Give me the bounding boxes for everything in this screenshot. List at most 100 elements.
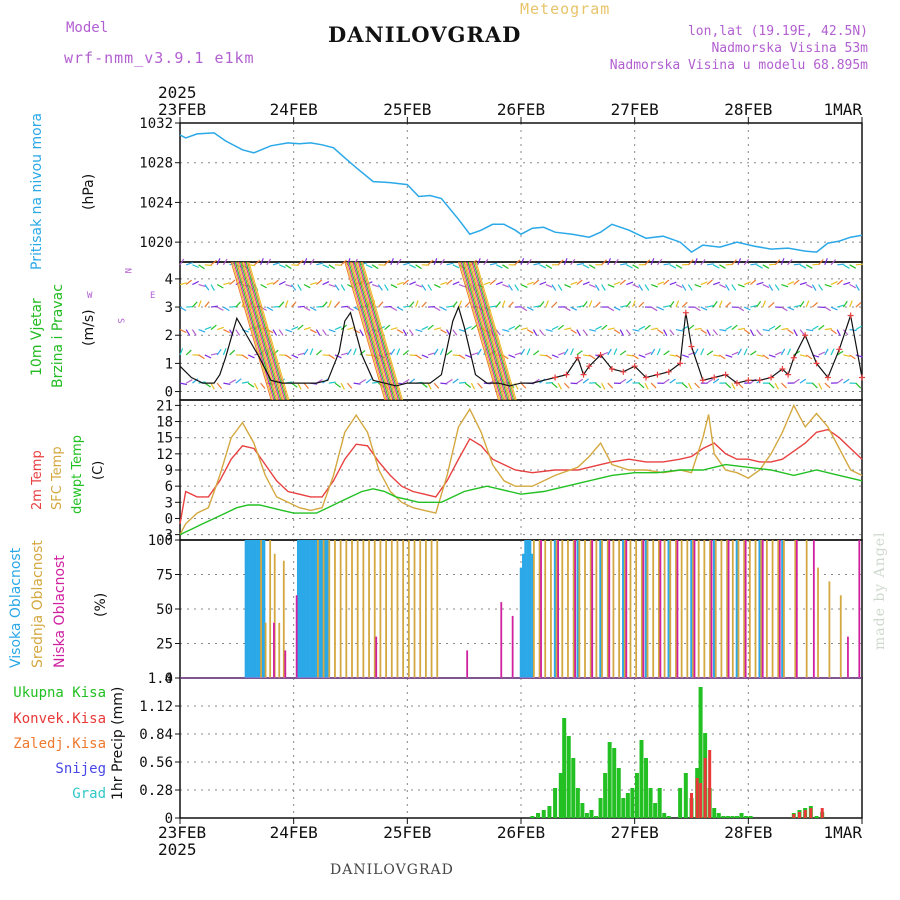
wind-arrow — [824, 258, 828, 266]
wind-arrow — [198, 300, 202, 308]
wind-gust-marker — [785, 371, 792, 378]
wind-arrow — [284, 300, 289, 308]
wind-arrow — [222, 258, 228, 266]
wind-arrow — [824, 348, 829, 356]
wind-arrow — [843, 378, 850, 384]
wind-arrow — [818, 284, 823, 291]
wind-arrow — [384, 324, 391, 331]
wind-arrow — [377, 301, 384, 308]
precip-bar-0 — [558, 773, 563, 818]
precip-bar-0 — [634, 773, 639, 818]
wind-arrow — [849, 354, 856, 360]
wind-arrow — [359, 329, 364, 336]
wind-arrow — [737, 306, 745, 312]
wind-gust-marker — [654, 371, 661, 378]
wind-arrow — [855, 284, 860, 291]
wind-arrow — [446, 305, 454, 308]
bottom-xtick-label: 26FEB — [497, 823, 545, 842]
wind-arrow — [625, 329, 632, 336]
wind-arrow — [446, 378, 453, 384]
precip-bar-0 — [562, 718, 567, 818]
wind-arrow — [539, 329, 545, 336]
wind-arrow — [607, 348, 612, 356]
wind-arrow — [663, 378, 670, 384]
wind-arrow — [563, 348, 569, 356]
wind-arrow — [824, 306, 832, 312]
wind-arrow — [687, 284, 693, 291]
precip-bar-0 — [630, 788, 635, 818]
wind-arrow — [526, 258, 532, 266]
bottom-xtick-label: 25FEB — [383, 823, 431, 842]
wind-arrow — [595, 325, 602, 331]
wind-arrow — [539, 264, 547, 269]
precip-bar-0 — [666, 816, 671, 818]
wind-arrow — [793, 329, 798, 337]
wind-arrow — [241, 354, 249, 360]
wind-arrow — [576, 350, 583, 356]
wind-arrow — [266, 258, 272, 266]
wind-arrow — [297, 352, 305, 356]
wind-arrow — [334, 326, 342, 331]
wind-arrow — [229, 279, 236, 285]
wind-arrow — [681, 325, 689, 331]
wind-arrow — [806, 328, 814, 332]
wind-arrow — [526, 306, 534, 311]
wind-arrow — [204, 326, 212, 331]
precip-bar-0 — [814, 816, 819, 818]
wind-arrow — [396, 258, 402, 266]
wind-arrow — [229, 379, 236, 384]
wind-arrow — [781, 283, 789, 288]
wind-arrow — [266, 329, 274, 334]
top-xtick-label: 25FEB — [383, 100, 431, 119]
wind-arrow — [551, 284, 557, 291]
wind-streak — [352, 261, 394, 401]
wind-arrow — [266, 282, 274, 286]
precip-bar-0 — [716, 813, 721, 818]
ytick-label-clouds: 75 — [156, 568, 173, 584]
wind-arrow — [446, 279, 453, 285]
ytick-label-clouds: 0 — [165, 671, 173, 687]
wind-arrow — [508, 301, 514, 308]
precip-bar-0 — [730, 816, 735, 818]
wind-gust-marker — [733, 380, 740, 387]
wind-arrow — [700, 259, 706, 266]
wind-arrow — [372, 381, 380, 384]
wind-arrow — [706, 329, 711, 337]
wind-arrow — [297, 324, 304, 331]
wind-arrow — [452, 281, 460, 286]
wind-arrow — [687, 259, 694, 266]
panel-clouds: 0 25 50 75 100 — [148, 533, 863, 687]
wind-arrow — [855, 263, 863, 266]
wind-arrow — [601, 324, 608, 331]
wind-gust-marker — [722, 371, 729, 378]
wind-arrow — [192, 280, 199, 286]
wind-arrow — [799, 281, 807, 286]
wind-arrow — [421, 354, 429, 359]
wind-arrow — [415, 329, 423, 333]
wind-arrow — [818, 382, 823, 390]
wind-arrow — [681, 382, 688, 389]
precip-bar-0 — [721, 816, 726, 818]
wind-arrow — [186, 262, 193, 266]
wind-arrow — [743, 348, 748, 356]
wind-arrow — [669, 264, 677, 269]
wind-arrow — [750, 279, 757, 285]
wind-arrow — [217, 326, 224, 331]
wind-arrow — [650, 348, 656, 356]
wind-arrow — [477, 382, 483, 389]
wind-gust-marker — [631, 363, 638, 370]
wind-arrow — [694, 348, 699, 356]
wind-arrow — [811, 382, 818, 389]
bottom-xtick-label: 1MAR — [823, 823, 862, 842]
ytick-label-temperature: 18 — [156, 415, 173, 431]
wind-arrow — [223, 306, 230, 312]
wind-streak — [471, 261, 513, 401]
wind-arrow — [564, 283, 572, 288]
wind-arrow — [855, 382, 862, 389]
wind-arrow — [650, 283, 658, 288]
wind-arrow — [495, 281, 503, 286]
wind-arrow — [719, 283, 726, 289]
wind-arrow — [359, 378, 367, 384]
wind-arrow — [855, 302, 862, 308]
wind-gust-marker — [779, 366, 786, 373]
